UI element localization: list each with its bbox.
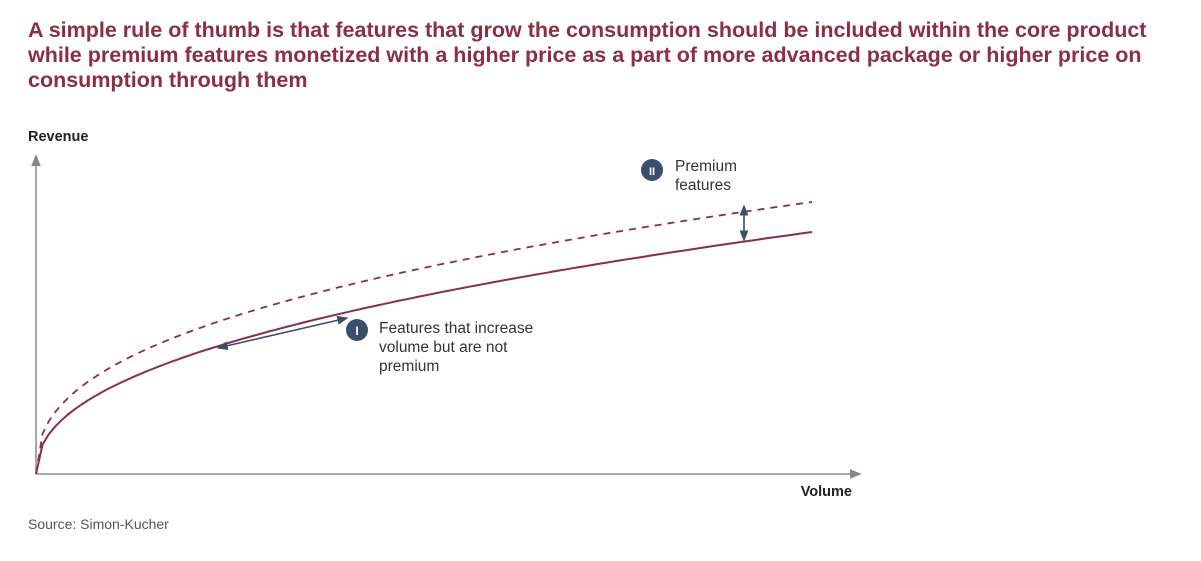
x-axis-label: Volume [801, 484, 852, 500]
annotation-premium-features: II Premium features [641, 158, 737, 194]
volume-growth-arrow [216, 315, 349, 351]
headline: A simple rule of thumb is that features … [28, 18, 1147, 92]
annotation-two-line-2: features [675, 177, 731, 194]
badge-two-icon [641, 159, 663, 181]
annotation-two-line-1: Premium [675, 158, 737, 175]
source-note: Source: Simon-Kucher [28, 516, 169, 532]
core-revenue-curve [35, 231, 813, 475]
badge-one-label: I [355, 324, 358, 338]
annotation-one-line-1: Features that increase [379, 320, 533, 337]
y-axis-label: Revenue [28, 129, 88, 145]
annotation-volume-features: I Features that increase volume but are … [346, 319, 533, 375]
annotation-one-line-2: volume but are not [379, 339, 508, 356]
annotation-one-line-3: premium [379, 358, 439, 375]
badge-one-icon [346, 319, 368, 341]
badge-two-label: II [649, 166, 655, 178]
premium-revenue-curve [35, 201, 813, 475]
